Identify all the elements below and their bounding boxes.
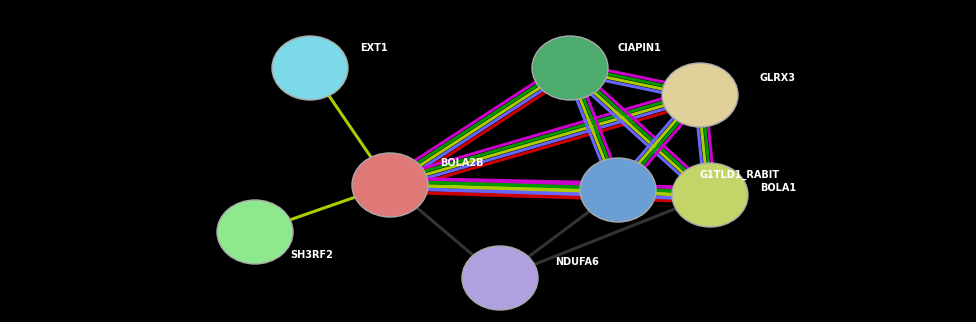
Ellipse shape xyxy=(532,36,608,100)
Text: GLRX3: GLRX3 xyxy=(760,73,796,83)
Ellipse shape xyxy=(217,200,293,264)
Text: CIAPIN1: CIAPIN1 xyxy=(618,43,662,53)
Text: SH3RF2: SH3RF2 xyxy=(290,250,333,260)
Text: BOLA2B: BOLA2B xyxy=(440,158,483,168)
Ellipse shape xyxy=(272,36,348,100)
Ellipse shape xyxy=(672,163,748,227)
Text: NDUFA6: NDUFA6 xyxy=(555,257,598,267)
Text: BOLA1: BOLA1 xyxy=(760,183,796,193)
Ellipse shape xyxy=(462,246,538,310)
Ellipse shape xyxy=(580,158,656,222)
Text: EXT1: EXT1 xyxy=(360,43,387,53)
Ellipse shape xyxy=(352,153,428,217)
Ellipse shape xyxy=(662,63,738,127)
Text: G1TLD1_RABIT: G1TLD1_RABIT xyxy=(700,170,780,180)
